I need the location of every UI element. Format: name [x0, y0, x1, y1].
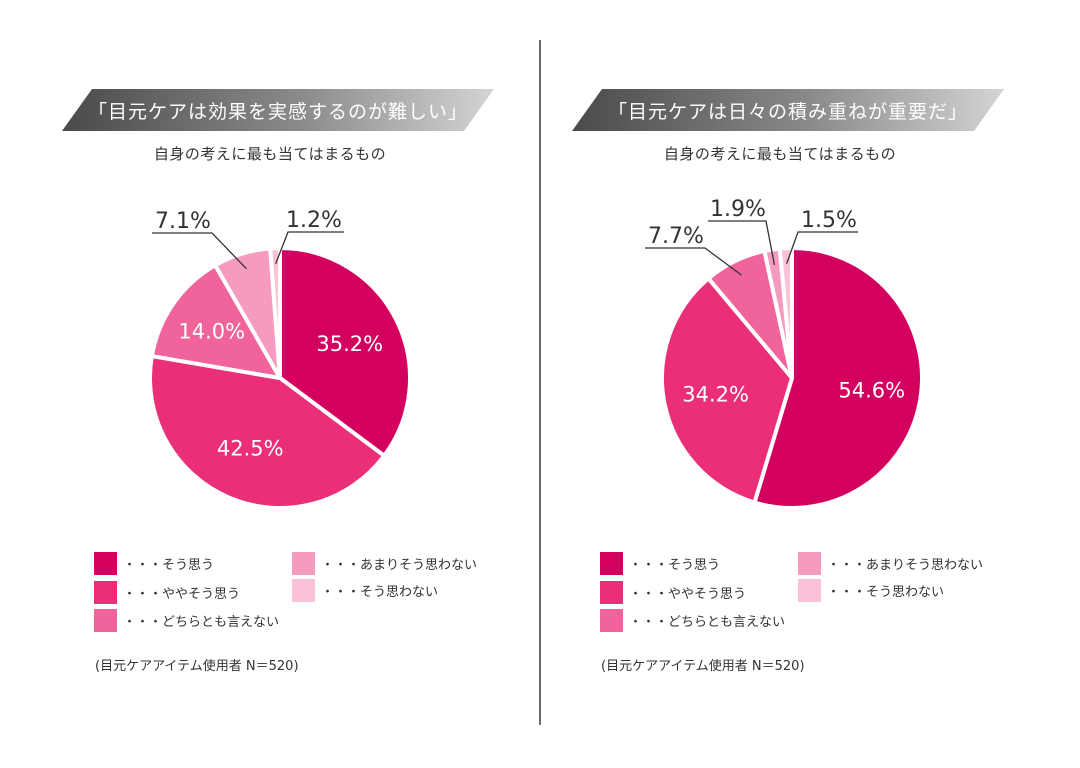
- legend-prefix: ・・・: [629, 558, 669, 573]
- pie-slice-1: [278, 246, 412, 458]
- legend-item-somewhat-disagree: ・・・ あまりそう思わない: [798, 552, 983, 575]
- callout-leader-line: [785, 231, 858, 264]
- legend-prefix: ・・・: [321, 558, 361, 573]
- pie-chart: 35.2% 42.5% 14.0% 7.1% 1.2%: [148, 208, 412, 510]
- legend-label: どちらとも言えない: [162, 615, 280, 630]
- legend-label: そう思わない: [866, 585, 945, 600]
- legend-prefix: ・・・: [629, 615, 669, 630]
- legend-swatch: [292, 579, 315, 602]
- legend-prefix: ・・・: [123, 615, 163, 630]
- legend-label: あまりそう思わない: [360, 558, 478, 573]
- slice-value-label: 42.5%: [217, 436, 284, 460]
- legend-item-somewhat-agree: ・・・ ややそう思う: [94, 581, 240, 604]
- legend-item-agree: ・・・ そう思う: [94, 552, 214, 575]
- sample-note: (目元ケアアイテム使用者 N＝520): [601, 659, 805, 674]
- legend-item-agree: ・・・ そう思う: [600, 552, 720, 575]
- legend-swatch: [94, 609, 117, 632]
- pie-slice-2: [660, 276, 794, 505]
- slice-value-label: 35.2%: [316, 332, 383, 356]
- legend-item-neutral: ・・・ どちらとも言えない: [94, 609, 279, 632]
- legend-swatch: [600, 552, 623, 575]
- legend-swatch: [94, 552, 117, 575]
- callout-leader-line: [275, 231, 344, 264]
- slice-callout-label: 7.7%: [648, 224, 704, 249]
- slice-callout-label: 7.1%: [155, 209, 211, 234]
- chart-title-banner: 「目元ケアは効果を実感するのが難しい」: [62, 89, 494, 131]
- chart-title-banner: 「目元ケアは日々の積み重ねが重要だ」: [572, 89, 1004, 131]
- legend-swatch: [600, 609, 623, 632]
- slice-value-label: 54.6%: [838, 379, 905, 403]
- legend-prefix: ・・・: [827, 585, 867, 600]
- pie-chart: 54.6% 34.2% 7.7%1.9% 1.5%: [645, 197, 924, 510]
- pie-slice-2: [148, 354, 387, 510]
- callout-leader-line: [708, 220, 776, 266]
- legend-swatch: [94, 581, 117, 604]
- slice-value-label: 14.0%: [178, 319, 245, 343]
- legend-label: ややそう思う: [162, 587, 241, 602]
- panel-divider: [539, 40, 541, 725]
- legend-prefix: ・・・: [827, 558, 867, 573]
- legend-item-somewhat-agree: ・・・ ややそう思う: [600, 581, 746, 604]
- legend-swatch: [600, 581, 623, 604]
- legend-prefix: ・・・: [321, 585, 361, 600]
- legend-label: あまりそう思わない: [866, 558, 984, 573]
- legend-swatch: [292, 552, 315, 575]
- pie-slice-3: [149, 263, 282, 380]
- legend-swatch: [798, 579, 821, 602]
- chart-title: 「目元ケアは日々の積み重ねが重要だ」: [607, 100, 968, 123]
- sample-note: (目元ケアアイテム使用者 N＝520): [95, 659, 299, 674]
- legend-item-disagree: ・・・ そう思わない: [798, 579, 944, 602]
- chart-subtitle: 自身の考えに最も当てはまるもの: [153, 145, 387, 163]
- callout-leader-line: [152, 232, 247, 270]
- legend-swatch: [798, 552, 821, 575]
- chart-legend: ・・・ そう思う ・・・ ややそう思う ・・・ どちらとも言えない ・・・ あま…: [94, 552, 524, 642]
- legend-prefix: ・・・: [629, 587, 669, 602]
- left-chart-panel: 「目元ケアは効果を実感するのが難しい」 自身の考えに最も当てはまるもの 35.2…: [0, 0, 540, 674]
- chart-subtitle: 自身の考えに最も当てはまるもの: [663, 145, 897, 163]
- legend-item-somewhat-disagree: ・・・ あまりそう思わない: [292, 552, 477, 575]
- legend-label: ややそう思う: [668, 587, 747, 602]
- legend-prefix: ・・・: [123, 558, 163, 573]
- slice-callout-label: 1.9%: [710, 197, 766, 222]
- legend-label: そう思わない: [360, 585, 439, 600]
- slice-value-label: 34.2%: [682, 383, 749, 407]
- pie-slice-1: [752, 246, 924, 510]
- chart-legend: ・・・ そう思う ・・・ ややそう思う ・・・ どちらとも言えない ・・・ あま…: [600, 552, 1030, 642]
- legend-item-neutral: ・・・ どちらとも言えない: [600, 609, 785, 632]
- pie-slice-5: [268, 246, 282, 380]
- chart-title: 「目元ケアは効果を実感するのが難しい」: [87, 100, 468, 123]
- callout-leader-line: [645, 247, 743, 276]
- legend-label: そう思う: [668, 558, 721, 573]
- legend-item-disagree: ・・・ そう思わない: [292, 579, 438, 602]
- slice-callout-label: 1.5%: [801, 208, 857, 233]
- legend-label: そう思う: [162, 558, 215, 573]
- legend-label: どちらとも言えない: [668, 615, 786, 630]
- slice-callout-label: 1.2%: [286, 208, 342, 233]
- legend-prefix: ・・・: [123, 587, 163, 602]
- right-chart-panel: 「目元ケアは日々の積み重ねが重要だ」 自身の考えに最も当てはまるもの 54.6%…: [540, 0, 1080, 768]
